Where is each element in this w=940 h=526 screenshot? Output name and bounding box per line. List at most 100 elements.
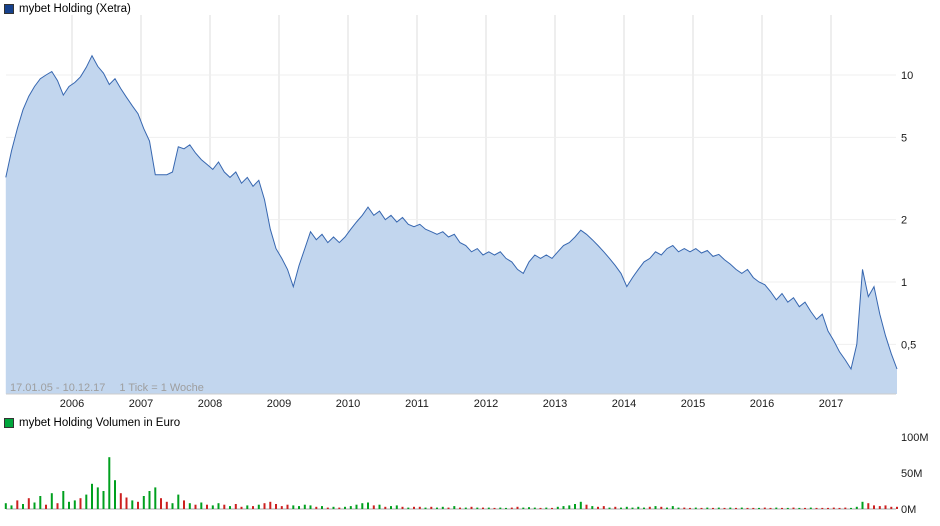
volume-bar bbox=[637, 506, 640, 509]
volume-bar bbox=[556, 506, 559, 509]
volume-bar bbox=[792, 507, 795, 509]
volume-bar bbox=[62, 491, 65, 509]
volume-bar bbox=[413, 506, 415, 509]
volume-bar bbox=[160, 498, 162, 509]
volume-bar bbox=[499, 507, 502, 509]
date-range-label: 17.01.05 - 10.12.17 bbox=[10, 382, 106, 394]
volume-bar bbox=[68, 501, 70, 509]
volume-bar bbox=[27, 498, 30, 509]
volume-bar bbox=[459, 507, 461, 509]
volume-bar bbox=[436, 507, 438, 509]
volume-bar bbox=[666, 507, 668, 509]
volume-bar bbox=[263, 503, 266, 509]
volume-bar bbox=[395, 505, 398, 509]
volume-bar bbox=[102, 491, 105, 509]
volume-bar bbox=[798, 507, 801, 509]
volume-bar bbox=[706, 507, 709, 509]
x-axis-year-label: 2011 bbox=[405, 398, 429, 410]
volume-bar bbox=[539, 507, 542, 509]
volume-bar bbox=[775, 507, 778, 509]
x-axis-year-label: 2007 bbox=[129, 398, 153, 410]
volume-bar bbox=[740, 507, 743, 509]
volume-bar bbox=[257, 504, 260, 509]
volume-bar bbox=[183, 500, 185, 509]
volume-bar bbox=[620, 507, 622, 509]
volume-bar bbox=[752, 507, 755, 509]
y-axis-price-label: 10 bbox=[901, 70, 913, 82]
y-axis-price-label: 5 bbox=[901, 132, 907, 144]
volume-bar bbox=[763, 507, 766, 509]
volume-bar bbox=[545, 507, 548, 509]
volume-bar bbox=[441, 506, 444, 509]
volume-bar bbox=[838, 507, 841, 509]
y-axis-volume-label: 0M bbox=[901, 504, 916, 516]
volume-bar bbox=[119, 493, 122, 509]
volume-bar bbox=[148, 491, 151, 509]
volume-bar bbox=[487, 507, 490, 509]
volume-bar bbox=[407, 507, 410, 509]
volume-bar bbox=[45, 504, 47, 509]
volume-bar bbox=[654, 506, 657, 509]
volume-bar bbox=[349, 506, 352, 509]
volume-bar bbox=[96, 487, 99, 509]
volume-bar bbox=[786, 507, 789, 509]
volume-bar bbox=[447, 507, 450, 509]
volume-bar bbox=[827, 507, 829, 509]
volume-bar bbox=[648, 506, 651, 509]
volume-bar bbox=[850, 507, 852, 509]
volume-bar bbox=[781, 507, 783, 509]
x-axis-year-label: 2012 bbox=[474, 398, 498, 410]
volume-chart: 0M 50M 100M bbox=[4, 432, 929, 516]
volume-bar bbox=[378, 504, 381, 509]
volume-bar bbox=[533, 507, 536, 509]
volume-bar bbox=[896, 506, 898, 509]
volume-bar bbox=[614, 506, 617, 509]
volume-bar bbox=[200, 502, 203, 509]
volume-bar bbox=[516, 506, 519, 509]
volume-bar bbox=[602, 506, 605, 509]
volume-bar bbox=[453, 506, 456, 509]
price-chart: 2006 2007 2008 2009 2010 2011 2012 2013 2014 2015… bbox=[5, 15, 916, 410]
volume-bar bbox=[16, 500, 19, 509]
price-line bbox=[5, 54, 898, 371]
x-axis-year-label: 2014 bbox=[612, 398, 636, 410]
volume-chart-header: mybet Holding Volumen in Euro bbox=[4, 417, 180, 429]
volume-bar bbox=[355, 504, 358, 509]
volume-bar bbox=[510, 507, 513, 509]
volume-bar bbox=[79, 498, 82, 509]
volume-bar bbox=[464, 507, 467, 509]
x-axis-year-label: 2008 bbox=[198, 398, 222, 410]
chart-footer: 17.01.05 - 10.12.17 1 Tick = 1 Woche bbox=[10, 382, 204, 394]
volume-bar bbox=[332, 506, 335, 509]
volume-bar bbox=[211, 505, 214, 509]
volume-bar bbox=[39, 496, 42, 509]
volume-bar bbox=[73, 500, 76, 509]
volume-bar bbox=[522, 507, 525, 509]
volume-bar bbox=[418, 506, 421, 509]
volume-bar bbox=[177, 494, 180, 509]
volume-bar bbox=[505, 507, 507, 509]
volume-bar bbox=[476, 507, 479, 509]
volume-bar bbox=[171, 503, 174, 509]
volume-bar bbox=[10, 505, 13, 509]
x-axis-year-label: 2017 bbox=[819, 398, 843, 410]
volume-bar bbox=[746, 507, 749, 509]
volume-bar bbox=[568, 505, 571, 509]
x-axis-year-label: 2016 bbox=[750, 398, 774, 410]
volume-bar bbox=[815, 507, 818, 509]
volume-bar bbox=[493, 507, 496, 509]
volume-bar bbox=[735, 507, 737, 509]
volume-bar bbox=[671, 506, 674, 509]
volume-bar bbox=[821, 507, 824, 509]
volume-bar bbox=[717, 507, 720, 509]
volume-bar bbox=[269, 501, 272, 509]
volume-bar bbox=[338, 507, 341, 509]
volume-series-marker-icon bbox=[4, 418, 14, 428]
volume-bar bbox=[482, 507, 484, 509]
volume-bar bbox=[4, 503, 7, 509]
volume-bar bbox=[769, 507, 772, 509]
volume-bar bbox=[303, 504, 306, 509]
volume-bar bbox=[384, 506, 387, 509]
volume-bar bbox=[884, 505, 887, 509]
volume-bar bbox=[321, 506, 323, 509]
